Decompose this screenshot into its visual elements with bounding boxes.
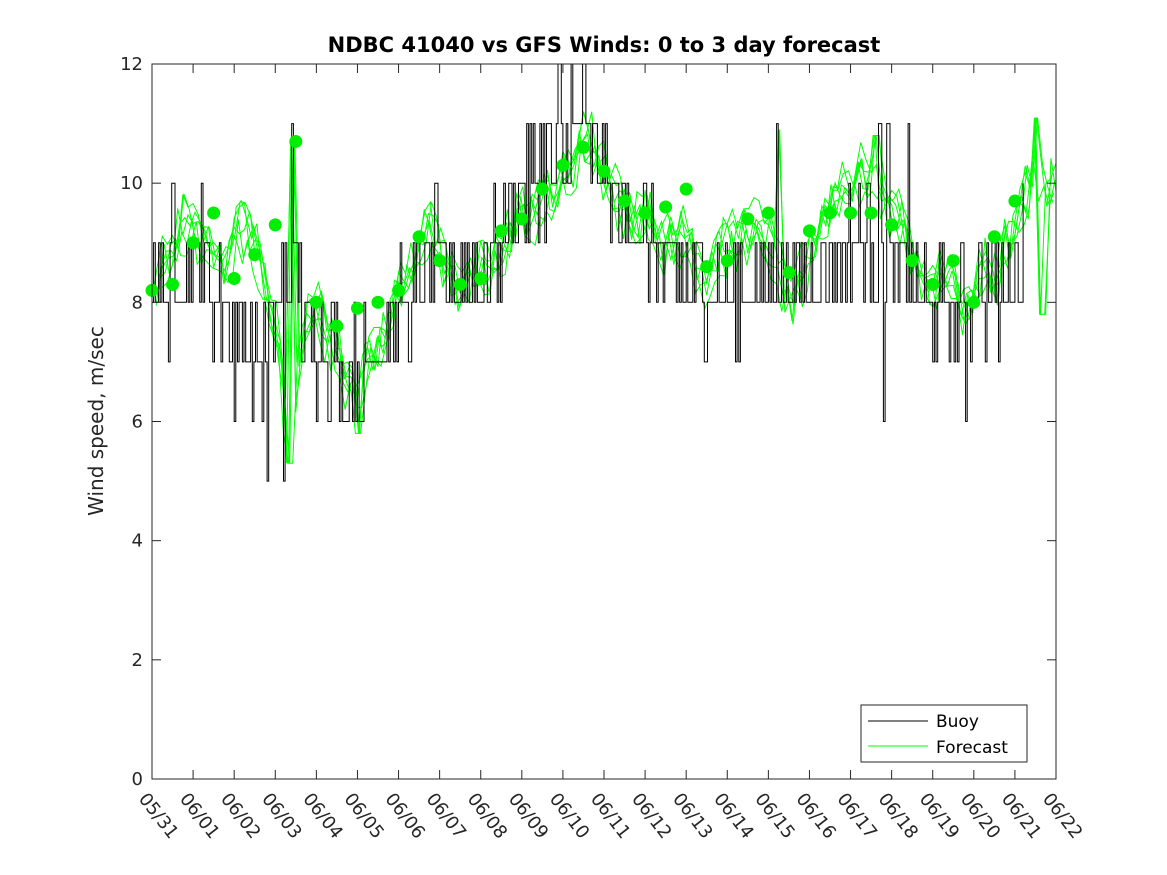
forecast-point bbox=[905, 254, 919, 268]
forecast-line bbox=[157, 117, 1053, 464]
legend-label-forecast: Forecast bbox=[936, 738, 1008, 758]
forecast-point bbox=[494, 224, 508, 238]
y-axis-label: Wind speed, m/sec bbox=[84, 326, 108, 516]
x-tick-label: 06/05 bbox=[340, 789, 388, 843]
forecast-point bbox=[166, 277, 180, 291]
forecast-point bbox=[207, 206, 221, 220]
legend-label-buoy: Buoy bbox=[936, 712, 979, 732]
x-tick-label: 06/18 bbox=[874, 789, 922, 843]
y-tick-label: 2 bbox=[132, 650, 143, 671]
forecast-point bbox=[844, 206, 858, 220]
forecast-point bbox=[535, 182, 549, 196]
forecast-point bbox=[289, 134, 303, 148]
forecast-point bbox=[556, 158, 570, 172]
forecast-point bbox=[926, 277, 940, 291]
y-tick-label: 4 bbox=[132, 531, 143, 552]
legend: Buoy Forecast bbox=[860, 704, 1028, 763]
forecast-point bbox=[782, 266, 796, 280]
x-tick-label: 06/20 bbox=[956, 789, 1004, 843]
y-tick-label: 10 bbox=[120, 173, 143, 194]
x-tick-label: 06/14 bbox=[709, 789, 757, 843]
x-tick-label: 06/21 bbox=[997, 789, 1045, 843]
forecast-point bbox=[802, 224, 816, 238]
forecast-point bbox=[330, 319, 344, 333]
forecast-point bbox=[761, 206, 775, 220]
x-tick-label: 06/07 bbox=[422, 789, 470, 843]
x-tick-label: 06/12 bbox=[627, 789, 675, 843]
forecast-point bbox=[309, 295, 323, 309]
forecast-point bbox=[227, 272, 241, 285]
x-tick-label: 05/31 bbox=[134, 789, 182, 843]
forecast-point bbox=[1008, 194, 1022, 208]
x-tick-label: 06/08 bbox=[463, 789, 511, 843]
forecast-point bbox=[186, 236, 200, 250]
x-tick-label: 06/04 bbox=[298, 789, 346, 843]
y-tick-label: 0 bbox=[132, 769, 143, 790]
forecast-point bbox=[433, 254, 447, 268]
forecast-point bbox=[946, 254, 960, 268]
forecast-point bbox=[350, 301, 364, 315]
forecast-point bbox=[453, 277, 467, 291]
x-tick-label: 06/06 bbox=[381, 789, 429, 843]
forecast-point bbox=[392, 283, 406, 297]
x-tick-label: 06/01 bbox=[175, 789, 223, 843]
forecast-point bbox=[576, 140, 590, 154]
y-tick-label: 8 bbox=[132, 292, 143, 313]
forecast-point bbox=[371, 295, 385, 309]
x-tick-label: 06/03 bbox=[257, 789, 305, 843]
forecast-point bbox=[967, 295, 981, 309]
forecast-point bbox=[987, 230, 1001, 244]
forecast-point bbox=[597, 164, 611, 178]
x-tick-label: 06/09 bbox=[504, 789, 552, 843]
forecast-point bbox=[741, 212, 755, 226]
x-tick-label: 06/02 bbox=[216, 789, 264, 843]
legend-box bbox=[860, 704, 1028, 763]
x-tick-label: 06/22 bbox=[1038, 789, 1086, 843]
forecast-point bbox=[659, 200, 673, 214]
x-tick-label: 06/11 bbox=[586, 789, 634, 843]
forecast-point bbox=[720, 254, 734, 268]
y-tick-label: 12 bbox=[120, 54, 143, 75]
x-tick-label: 06/17 bbox=[833, 789, 881, 843]
forecast-point bbox=[864, 206, 878, 220]
forecast-point bbox=[412, 230, 426, 244]
forecast-point bbox=[268, 218, 282, 232]
x-tick-label: 06/19 bbox=[915, 789, 963, 843]
forecast-point bbox=[679, 182, 693, 196]
x-tick-label: 06/15 bbox=[750, 789, 798, 843]
forecast-point bbox=[638, 206, 652, 220]
forecast-point bbox=[885, 218, 899, 232]
y-tick-label: 6 bbox=[132, 412, 143, 433]
forecast-point bbox=[823, 206, 837, 220]
forecast-point bbox=[515, 212, 529, 226]
forecast-point bbox=[618, 194, 632, 208]
forecast-point bbox=[700, 260, 714, 274]
forecast-point bbox=[474, 272, 488, 285]
chart-title: NDBC 41040 vs GFS Winds: 0 to 3 day fore… bbox=[328, 33, 881, 57]
forecast-point bbox=[248, 248, 262, 262]
y-axis: 0 2 4 6 8 10 12 bbox=[120, 54, 1056, 790]
forecast-points-layer bbox=[145, 134, 1022, 333]
x-tick-label: 06/16 bbox=[792, 789, 840, 843]
x-tick-label: 06/13 bbox=[668, 789, 716, 843]
x-tick-label: 06/10 bbox=[545, 789, 593, 843]
